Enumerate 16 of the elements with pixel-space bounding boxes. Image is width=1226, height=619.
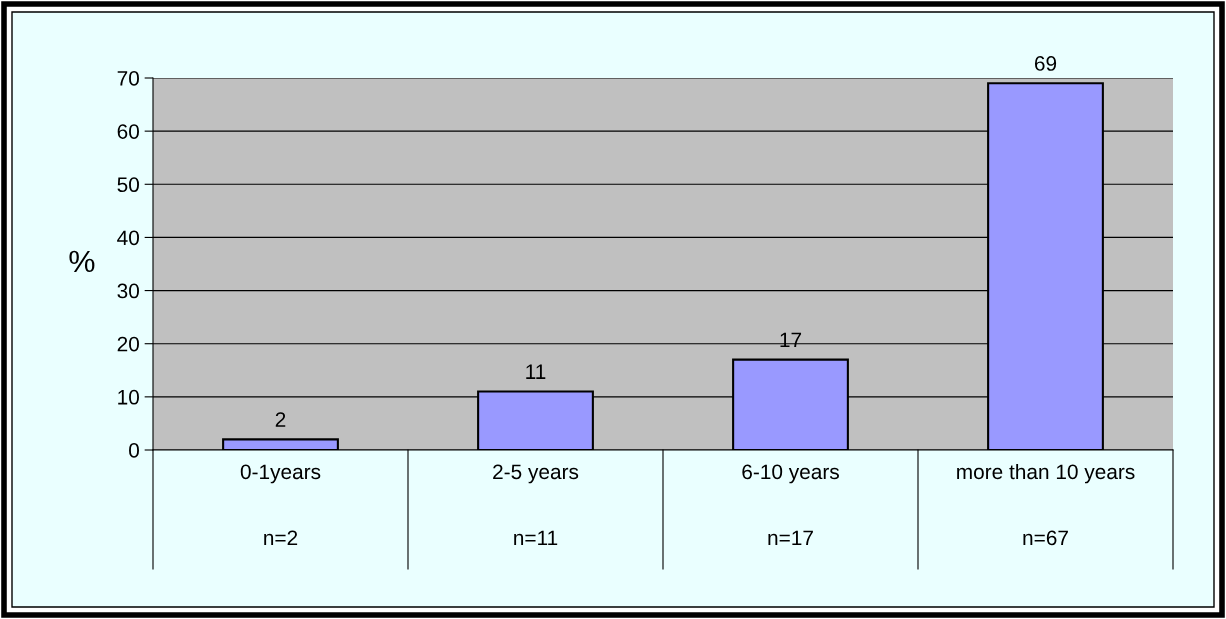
y-axis-title: % — [69, 250, 95, 273]
data-label: 69 — [1034, 56, 1057, 71]
category-label: 2-5 years n=11 — [493, 464, 579, 545]
y-tick-label: 30 — [117, 283, 139, 299]
y-tick-label: 50 — [117, 177, 139, 193]
category-label: 0-1years n=2 — [240, 464, 321, 545]
y-tick-label: 0 — [129, 443, 139, 458]
data-label: 11 — [526, 364, 546, 379]
y-tick-label: 40 — [117, 230, 139, 246]
y-tick-label: 20 — [117, 336, 139, 352]
y-tick-label: 70 — [117, 71, 139, 86]
data-label: 2 — [275, 412, 286, 427]
category-label: 6-10 years n=17 — [742, 464, 839, 545]
category-label: more than 10 years n=67 — [957, 463, 1135, 546]
y-tick-label: 10 — [118, 389, 139, 405]
y-tick-label: 60 — [117, 124, 139, 139]
